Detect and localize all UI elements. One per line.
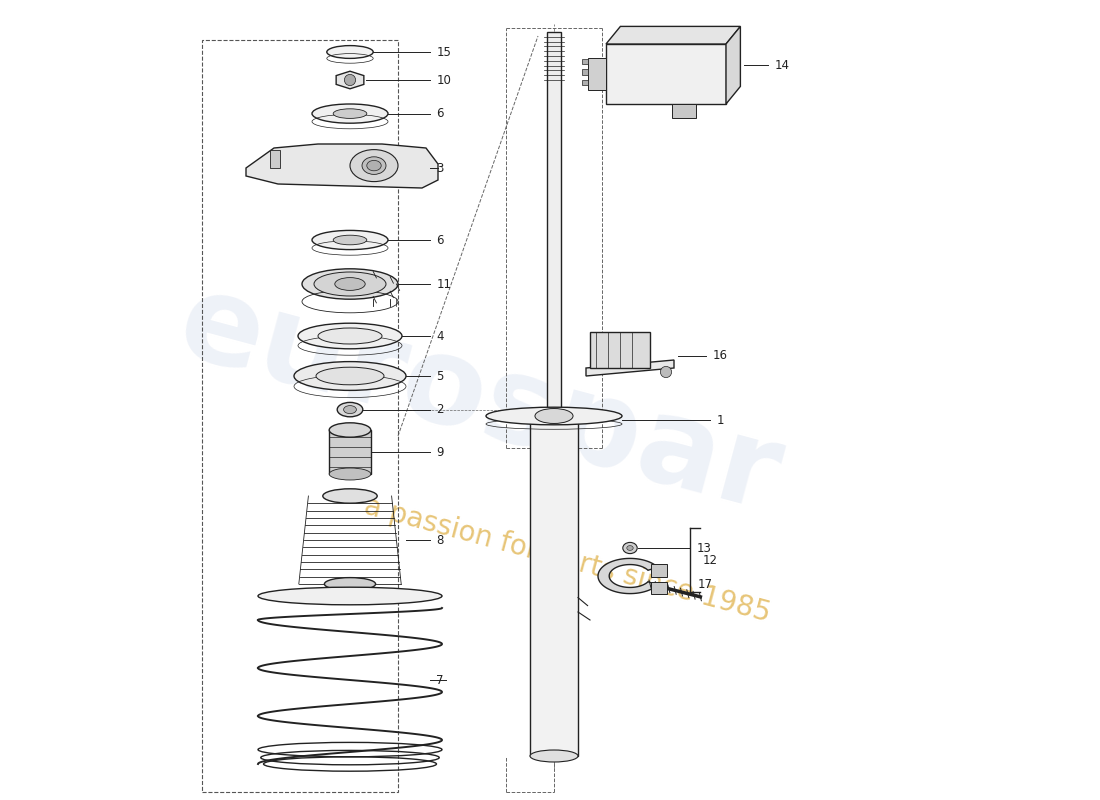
Text: 6: 6: [437, 107, 444, 120]
Text: 3: 3: [437, 162, 443, 174]
Ellipse shape: [343, 406, 356, 414]
Text: 7: 7: [437, 674, 444, 686]
Text: 13: 13: [696, 542, 712, 554]
Ellipse shape: [258, 587, 442, 605]
Ellipse shape: [316, 367, 384, 385]
Circle shape: [660, 366, 672, 378]
Text: 2: 2: [437, 403, 444, 416]
Ellipse shape: [294, 362, 406, 390]
Ellipse shape: [298, 323, 402, 349]
Bar: [270, 150, 279, 168]
Bar: [582, 70, 588, 75]
Ellipse shape: [366, 160, 382, 171]
Bar: [530, 416, 578, 756]
Text: 4: 4: [437, 330, 444, 342]
Ellipse shape: [333, 235, 366, 245]
Ellipse shape: [338, 402, 363, 417]
Ellipse shape: [329, 422, 371, 437]
Text: a passion for parts since 1985: a passion for parts since 1985: [361, 492, 774, 628]
Text: eurospar: eurospar: [166, 264, 793, 536]
Ellipse shape: [322, 489, 377, 503]
Ellipse shape: [627, 546, 634, 550]
Text: 17: 17: [698, 578, 713, 590]
Text: 8: 8: [437, 534, 443, 546]
Ellipse shape: [312, 104, 388, 123]
Ellipse shape: [329, 468, 371, 480]
Polygon shape: [586, 360, 674, 376]
Ellipse shape: [362, 157, 386, 174]
Ellipse shape: [334, 278, 365, 290]
Polygon shape: [726, 26, 740, 104]
Bar: [582, 58, 588, 64]
Bar: [672, 104, 696, 118]
Circle shape: [344, 74, 355, 86]
Text: 12: 12: [703, 554, 718, 566]
Bar: [202, 40, 398, 792]
Ellipse shape: [312, 230, 388, 250]
Text: 10: 10: [437, 74, 451, 86]
Ellipse shape: [314, 272, 386, 296]
Bar: [588, 58, 606, 90]
Bar: [582, 80, 588, 86]
Bar: [547, 32, 561, 416]
Ellipse shape: [333, 109, 366, 118]
Text: 5: 5: [437, 370, 443, 382]
Text: 16: 16: [713, 350, 727, 362]
Text: 1: 1: [716, 414, 724, 426]
Ellipse shape: [486, 407, 621, 425]
Polygon shape: [246, 144, 438, 188]
Polygon shape: [598, 558, 658, 594]
Text: 14: 14: [774, 58, 790, 72]
Ellipse shape: [535, 409, 573, 423]
Bar: [651, 582, 668, 594]
Text: 9: 9: [437, 446, 444, 458]
Ellipse shape: [623, 542, 637, 554]
Bar: [329, 430, 371, 474]
Bar: [651, 564, 668, 577]
Ellipse shape: [327, 46, 373, 58]
Ellipse shape: [530, 410, 578, 422]
Ellipse shape: [324, 578, 375, 590]
Bar: [590, 332, 650, 368]
Text: 15: 15: [437, 46, 451, 58]
Bar: [606, 44, 726, 104]
Ellipse shape: [318, 328, 382, 344]
Polygon shape: [606, 26, 740, 44]
Polygon shape: [337, 71, 364, 89]
Ellipse shape: [530, 750, 578, 762]
Ellipse shape: [350, 150, 398, 182]
Text: 6: 6: [437, 234, 444, 246]
Ellipse shape: [302, 269, 398, 299]
Text: 11: 11: [437, 278, 451, 290]
